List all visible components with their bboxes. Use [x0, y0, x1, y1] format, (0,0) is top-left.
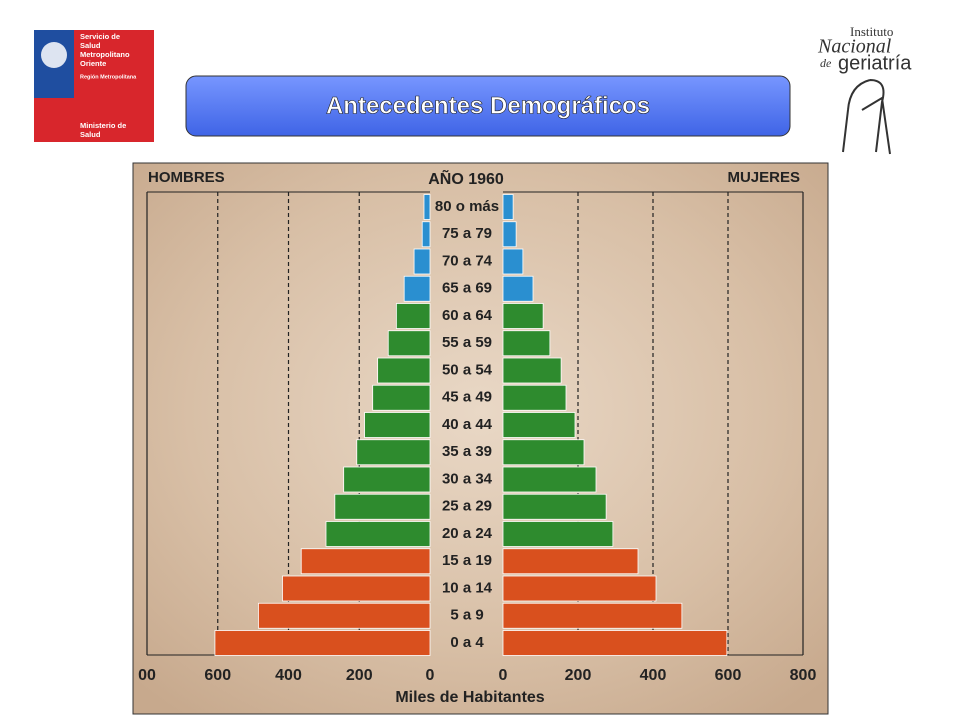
title-bar [185, 75, 791, 137]
logo-text: Salud [80, 130, 101, 139]
logo-text: Instituto [850, 24, 893, 39]
x-tick-label: 600 [715, 667, 742, 684]
category-label: 25 a 29 [442, 498, 492, 515]
bar [502, 275, 534, 302]
bar [325, 521, 431, 547]
logo-text: Región Metropolitana [80, 74, 137, 80]
logo-figure [842, 79, 891, 155]
bar [258, 602, 431, 629]
x-tick-label: 200 [346, 667, 373, 684]
legend-label: MUJERES [727, 169, 800, 186]
category-label: 30 a 34 [442, 470, 493, 487]
bar [502, 248, 524, 275]
bar [423, 194, 431, 220]
bar [356, 439, 431, 466]
x-tick-label: 400 [275, 667, 302, 684]
bar [413, 248, 431, 275]
bar [502, 412, 576, 438]
bar [300, 548, 431, 575]
bar [282, 575, 431, 602]
category-label: 70 a 74 [442, 252, 493, 269]
category-label: 10 a 14 [442, 579, 493, 596]
logo-emblem [41, 42, 67, 68]
x-tick-label: 0 [499, 667, 508, 684]
bar [502, 357, 562, 384]
bar [334, 493, 431, 520]
category-label: 80 o más [435, 198, 499, 215]
bar [502, 575, 657, 602]
bar [502, 303, 544, 329]
bar [502, 466, 597, 493]
x-tick-label: 200 [565, 667, 592, 684]
logo-text: Metropolitano [80, 50, 130, 59]
bar [403, 275, 431, 302]
logo-red [74, 30, 154, 142]
bar [502, 330, 551, 357]
bar [364, 412, 431, 438]
legend-label: HOMBRES [148, 169, 225, 186]
bar [395, 303, 431, 329]
bar [502, 630, 728, 656]
category-label: 40 a 44 [442, 416, 493, 433]
chart-title: AÑO 1960 [428, 168, 504, 188]
bar [502, 493, 607, 520]
category-label: 45 a 49 [442, 389, 492, 406]
bar [387, 330, 431, 357]
category-label: 35 a 39 [442, 443, 492, 460]
category-label: 15 a 19 [442, 552, 492, 569]
x-tick-label: 600 [204, 667, 231, 684]
category-label: 5 a 9 [450, 607, 483, 624]
slide-title: Antecedentes Demográficos [326, 92, 650, 119]
logo-text: Ministerio de [80, 121, 126, 130]
bar [502, 548, 639, 575]
category-label: 65 a 69 [442, 280, 492, 297]
bar [421, 221, 431, 248]
logo-text: Nacional [817, 36, 892, 58]
category-label: 55 a 59 [442, 334, 492, 351]
x-tick-label: 0 [426, 667, 435, 684]
logo-text: Oriente [80, 59, 106, 68]
bar [502, 194, 514, 220]
bar [502, 602, 683, 629]
logo-text: Servicio de [80, 32, 120, 41]
logo-text: Salud [80, 41, 101, 50]
bar [343, 466, 431, 493]
logo-text: de [820, 56, 832, 70]
chart-frame [132, 162, 829, 715]
category-label: 50 a 54 [442, 361, 493, 378]
category-label: 60 a 64 [442, 307, 493, 324]
bar [502, 521, 614, 547]
bar [502, 439, 585, 466]
category-label: 0 a 4 [450, 634, 484, 651]
x-tick-label: 800 [790, 667, 817, 684]
x-tick-label: 400 [640, 667, 667, 684]
x-axis-label: Miles de Habitantes [395, 689, 544, 706]
x-tick-label: 00 [138, 667, 156, 684]
bar [214, 630, 431, 656]
bar [377, 357, 431, 384]
logo-red2 [34, 98, 74, 142]
bar [502, 384, 567, 411]
logo-text: geriatría [838, 52, 912, 74]
category-label: 75 a 79 [442, 225, 492, 242]
bar [372, 384, 431, 411]
category-label: 20 a 24 [442, 525, 493, 542]
bar [502, 221, 517, 248]
